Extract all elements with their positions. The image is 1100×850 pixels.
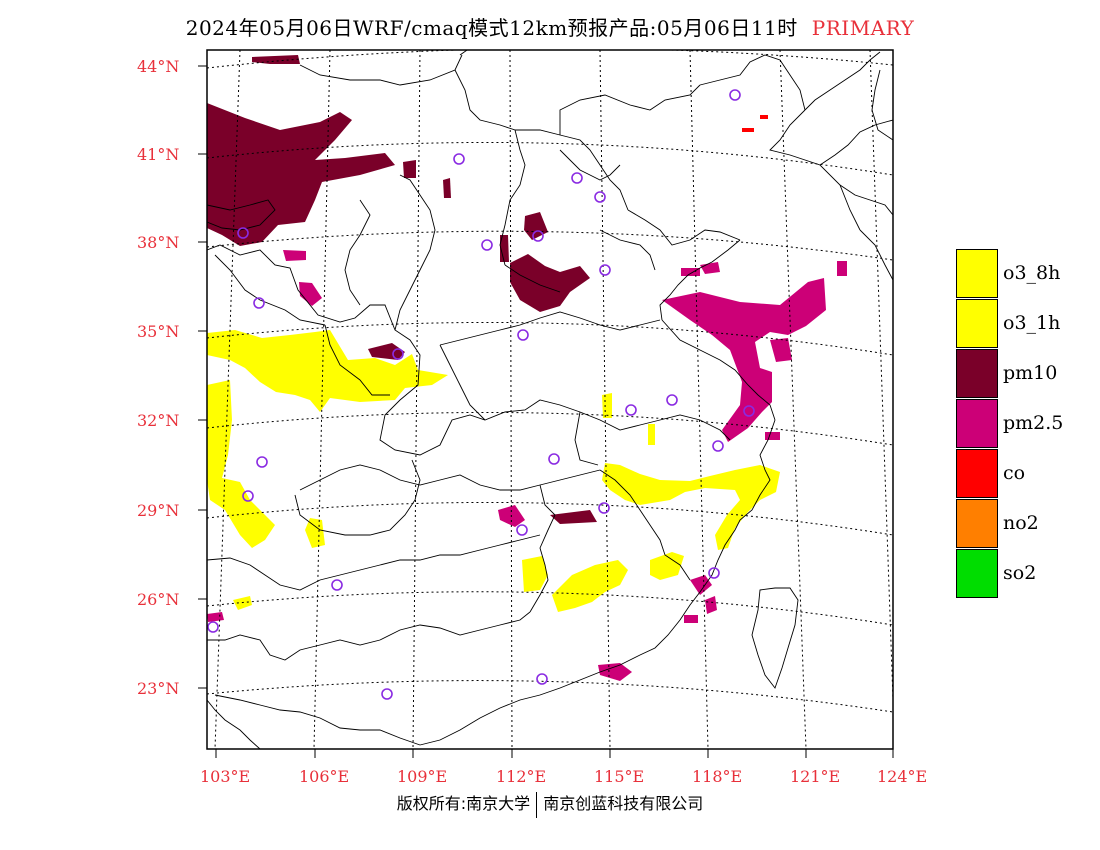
- lat-label-44: 44°N: [137, 57, 179, 76]
- lon-label-106: 106°E: [299, 767, 349, 786]
- lat-label-35: 35°N: [137, 322, 179, 341]
- lat-label-32: 32°N: [137, 411, 179, 430]
- legend-swatch-pm25: [956, 399, 998, 448]
- lon-label-124: 124°E: [877, 767, 927, 786]
- lat-label-38: 38°N: [137, 233, 179, 252]
- legend-swatch-o3-1h: [956, 299, 998, 348]
- graticule: [207, 50, 893, 749]
- legend-swatch-pm10: [956, 349, 998, 398]
- boundaries: [207, 50, 893, 749]
- lon-label-121: 121°E: [790, 767, 840, 786]
- legend-swatch-no2: [956, 499, 998, 548]
- map-content: [207, 50, 893, 749]
- copyright-footer: 版权所有:南京大学 南京创蓝科技有限公司: [0, 790, 1100, 818]
- legend-label-so2: so2: [1003, 562, 1037, 584]
- axis-ticks: [198, 65, 894, 758]
- station-markers: [207, 89, 755, 700]
- legend-label-o3-8h: o3_8h: [1003, 262, 1061, 284]
- lon-label-118: 118°E: [692, 767, 742, 786]
- legend-label-no2: no2: [1003, 512, 1039, 534]
- lat-label-29: 29°N: [137, 501, 179, 520]
- lon-label-109: 109°E: [397, 767, 447, 786]
- legend-label-o3-1h: o3_1h: [1003, 312, 1061, 334]
- lat-label-41: 41°N: [137, 145, 179, 164]
- legend-label-pm10: pm10: [1003, 362, 1058, 384]
- legend-swatch-o3-8h: [956, 249, 998, 298]
- title-main: 2024年05月06日WRF/cmaq模式12km预报产品:05月06日11时: [185, 16, 798, 40]
- legend-swatch-co: [956, 449, 998, 498]
- pm10-regions: [207, 55, 597, 524]
- lon-label-103: 103°E: [200, 767, 250, 786]
- map-title: 2024年05月06日WRF/cmaq模式12km预报产品:05月06日11时 P…: [0, 12, 1100, 41]
- co-regions: [742, 115, 768, 132]
- pm25-regions: [207, 250, 847, 681]
- copyright-company: 南京创蓝科技有限公司: [543, 794, 704, 813]
- lon-label-112: 112°E: [496, 767, 546, 786]
- lat-label-23: 23°N: [137, 679, 179, 698]
- title-tag: PRIMARY: [811, 16, 915, 40]
- lon-label-115: 115°E: [594, 767, 644, 786]
- lat-label-26: 26°N: [137, 590, 179, 609]
- legend-label-pm25: pm2.5: [1003, 412, 1064, 434]
- legend-label-co: co: [1003, 462, 1026, 484]
- o3-regions: [207, 330, 780, 612]
- map-frame: [206, 49, 894, 750]
- copyright-owner: 版权所有:南京大学: [396, 794, 531, 813]
- legend-swatch-so2: [956, 549, 998, 598]
- copyright-separator: [536, 791, 538, 818]
